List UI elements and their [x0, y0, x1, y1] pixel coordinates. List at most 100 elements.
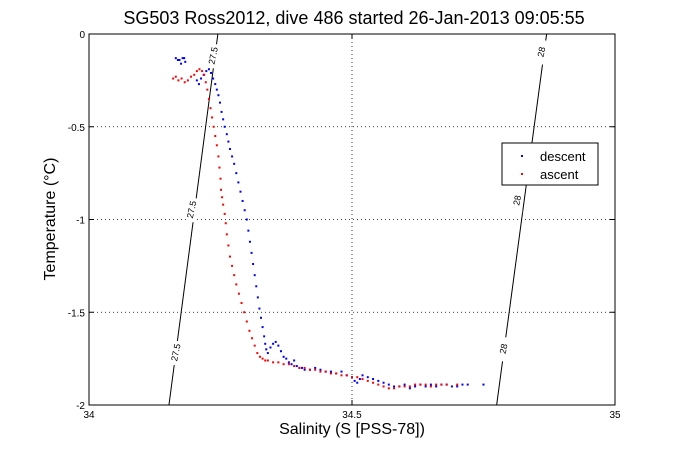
descent-point: [356, 381, 359, 384]
ascent-point: [228, 255, 231, 258]
ascent-point: [233, 274, 236, 277]
ascent-point: [172, 77, 175, 80]
contour-label: 28: [511, 194, 523, 206]
descent-point: [290, 363, 293, 366]
descent-point: [264, 342, 267, 345]
legend-item-descent: descent: [521, 149, 586, 164]
descent-point: [222, 118, 225, 121]
ascent-point: [225, 233, 228, 236]
descent-point: [256, 296, 259, 299]
ascent-point: [277, 361, 280, 364]
descent-point: [461, 383, 464, 386]
ascent-point: [201, 70, 204, 73]
ascent-point: [215, 144, 218, 147]
ascent-point: [190, 75, 193, 78]
ascent-point: [372, 381, 375, 384]
ascent-point: [319, 370, 322, 373]
ascent-point: [356, 376, 359, 379]
descent-point: [239, 190, 242, 193]
descent-point: [329, 370, 332, 373]
ascent-point: [351, 376, 353, 379]
descent-point: [279, 350, 282, 353]
ascent-point: [377, 383, 380, 386]
descent-point: [303, 368, 306, 371]
ascent-point: [248, 329, 251, 332]
x-tick-label: 34.5: [342, 410, 362, 421]
descent-point: [181, 57, 184, 60]
descent-point: [214, 83, 217, 86]
contour-label-background: [498, 337, 509, 362]
ascent-point: [387, 387, 390, 390]
descent-point: [382, 381, 385, 384]
y-tick-label: -0.5: [68, 123, 86, 134]
contour-label: 27.5: [185, 200, 198, 219]
ascent-point: [445, 383, 448, 386]
y-tick-label: -1.5: [68, 308, 86, 319]
descent-point: [377, 379, 380, 382]
descent-point: [261, 326, 264, 329]
descent-point: [293, 359, 296, 362]
descent-point: [258, 307, 261, 310]
descent-point: [248, 240, 251, 243]
descent-point: [220, 110, 223, 113]
descent-point: [243, 209, 246, 212]
ascent-point: [180, 77, 183, 80]
legend-box: [501, 142, 599, 186]
descent-point: [456, 385, 459, 388]
descent-point: [233, 162, 236, 165]
ascent-point: [393, 387, 396, 390]
descent-point: [212, 77, 215, 80]
descent-point: [265, 348, 268, 351]
ascent-point: [256, 352, 259, 355]
descent-point: [424, 385, 427, 388]
descent-point: [372, 378, 375, 381]
descent-point: [466, 383, 469, 386]
contour-label-background: [186, 198, 197, 223]
contour-label-background: [512, 188, 523, 213]
descent-point: [269, 346, 272, 349]
ascent-point: [227, 244, 230, 247]
descent-point: [245, 218, 248, 221]
descent-point: [235, 172, 238, 175]
ascent-point: [419, 383, 422, 386]
descent-point: [241, 199, 244, 202]
plot-area: 27.5 27.5 27.5 28 28 28 34 34.5 35 0 -0.5 -1 -1.5 -2: [68, 30, 621, 421]
descent-point: [197, 83, 200, 86]
y-tick-label: -2: [76, 401, 85, 412]
ascent-point: [237, 292, 240, 295]
x-tick-label: 35: [609, 410, 621, 421]
ascent-point: [440, 383, 443, 386]
axis-ticks: 34 34.5 35 0 -0.5 -1 -1.5 -2: [68, 30, 621, 421]
ascent-point: [223, 212, 226, 215]
ascent-point: [361, 378, 364, 381]
descent-point: [231, 155, 234, 158]
ascent-point: [235, 283, 238, 286]
descent-point: [255, 285, 258, 288]
ascent-point: [429, 385, 432, 388]
descent-point: [260, 316, 263, 319]
descent-point: [295, 365, 298, 368]
descent-point: [207, 68, 210, 71]
ascent-point: [435, 383, 438, 386]
ascent-point: [195, 70, 198, 73]
ascent-point: [303, 366, 306, 369]
ascent-point: [240, 301, 243, 304]
descent-point: [366, 376, 369, 379]
ascent-point: [207, 97, 210, 100]
ascent-point: [206, 88, 209, 91]
ascent-point: [177, 79, 180, 82]
descent-point: [403, 383, 406, 386]
descent-point: [227, 140, 230, 143]
descent-point: [215, 88, 218, 91]
descent-point: [387, 383, 390, 386]
descent-point: [435, 385, 438, 388]
descent-point: [228, 148, 231, 151]
ascent-point: [266, 359, 269, 362]
descent-point: [223, 125, 226, 128]
density-contours: 27.5 27.5 27.5 28 28 28: [168, 33, 547, 406]
descent-point: [287, 361, 290, 364]
contour-label: 27.5: [206, 46, 219, 65]
ascent-point: [222, 203, 225, 206]
descent-point: [205, 70, 208, 73]
